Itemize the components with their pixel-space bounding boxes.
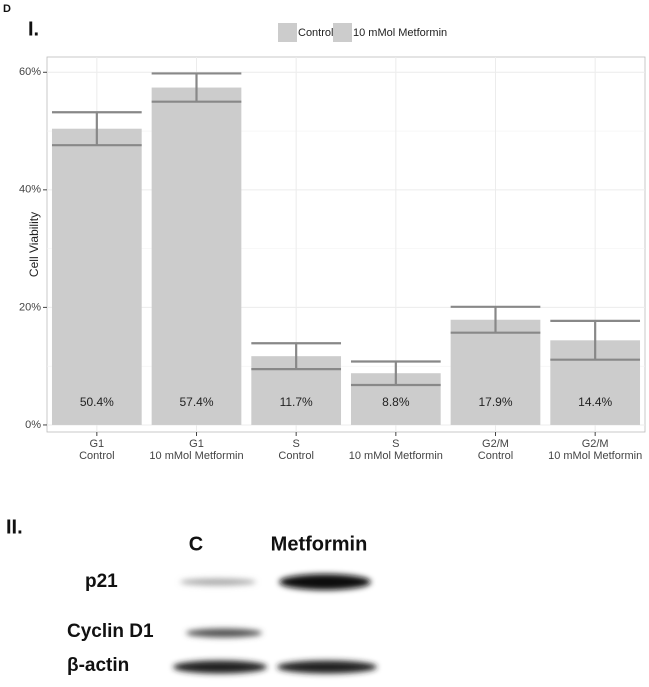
legend-swatch <box>278 23 297 42</box>
x-tick-label: Control <box>478 450 513 462</box>
error-bar <box>151 72 242 103</box>
bar <box>151 87 242 425</box>
plot-background <box>46 56 646 433</box>
section-label: II. <box>6 516 23 538</box>
x-tick-label: G1 <box>189 438 204 450</box>
y-tick-label: 0% <box>25 419 41 431</box>
band <box>180 578 256 586</box>
blot-bands <box>173 574 377 674</box>
bar <box>450 319 541 425</box>
blot-column-label: Metformin <box>271 533 368 555</box>
y-tick-label: 60% <box>19 66 41 78</box>
x-tick-label: 10 mMol Metformin <box>548 450 642 462</box>
y-axis-label: Cell Viability <box>27 212 41 277</box>
x-tick-label: Control <box>278 450 313 462</box>
band <box>277 660 377 674</box>
legend-label: Control <box>298 27 333 39</box>
error-bar <box>51 111 142 147</box>
legend-label: 10 mMol Metformin <box>353 27 447 39</box>
error-bar <box>251 342 342 371</box>
value-label: 17.9% <box>478 395 512 409</box>
x-tick-label: Control <box>79 450 114 462</box>
value-label: 50.4% <box>80 395 114 409</box>
legend-swatch <box>333 23 352 42</box>
value-label: 14.4% <box>578 395 612 409</box>
value-label: 57.4% <box>179 395 213 409</box>
x-tick-label: 10 mMol Metformin <box>149 450 243 462</box>
error-bar <box>350 360 441 387</box>
x-tick-label: 10 mMol Metformin <box>349 450 443 462</box>
bar-chart: 0%20%40%60%Cell Viability50.4%G1Control5… <box>19 23 646 462</box>
x-tick-label: G1 <box>89 438 104 450</box>
blot-row-label: p21 <box>85 571 118 592</box>
x-tick-label: G2/M <box>482 438 509 450</box>
blot-row-label: Cyclin D1 <box>67 621 154 642</box>
y-tick-label: 20% <box>19 301 41 313</box>
y-tick-label: 40% <box>19 184 41 196</box>
blot-column-label: C <box>189 533 203 555</box>
value-label: 11.7% <box>280 395 313 409</box>
x-tick-label: S <box>392 438 399 450</box>
section-label: I. <box>28 18 39 40</box>
band <box>279 574 371 590</box>
blot-row-label: β-actin <box>67 655 129 676</box>
value-label: 8.8% <box>382 395 410 409</box>
bar <box>51 128 142 425</box>
panel-label: D <box>3 3 11 15</box>
x-tick-label: S <box>292 438 299 450</box>
error-bar <box>550 319 641 361</box>
band <box>186 628 262 638</box>
error-bar <box>450 305 541 334</box>
x-tick-label: G2/M <box>582 438 609 450</box>
band <box>173 660 267 674</box>
